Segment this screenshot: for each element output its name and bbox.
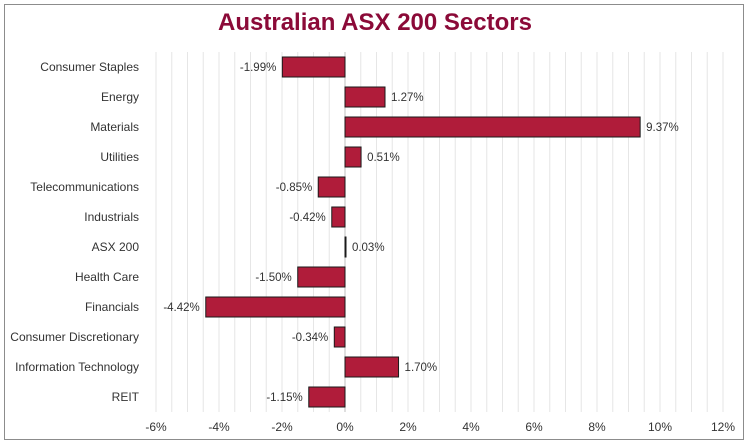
data-label: 9.37% <box>646 122 679 134</box>
x-tick-labels: -6% -4% -2% 0% 2% 4% 6% 8% 10% 12% <box>145 420 735 434</box>
x-tick-label: 12% <box>711 420 735 434</box>
data-label: -0.42% <box>289 212 325 224</box>
category-label: Materials <box>90 120 139 134</box>
data-label: 0.03% <box>352 242 385 254</box>
category-label: Consumer Discretionary <box>10 330 139 344</box>
data-label: -4.42% <box>163 302 199 314</box>
bar <box>344 86 386 108</box>
gridlines <box>155 52 724 412</box>
bars <box>205 56 641 408</box>
bar <box>297 266 346 288</box>
x-tick-label: 6% <box>525 420 543 434</box>
x-tick-label: -4% <box>208 420 230 434</box>
data-label: 0.51% <box>367 152 400 164</box>
bar <box>205 296 346 318</box>
x-tick-label: -6% <box>145 420 167 434</box>
data-label: -1.15% <box>266 392 302 404</box>
bar <box>333 326 346 348</box>
category-label: ASX 200 <box>92 240 140 254</box>
x-tick-label: 10% <box>648 420 672 434</box>
data-label: 1.70% <box>405 362 438 374</box>
x-tick-label: 4% <box>462 420 480 434</box>
category-label: Industrials <box>84 210 139 224</box>
bar <box>281 56 346 78</box>
category-label: Telecommunications <box>30 180 139 194</box>
bar <box>344 116 641 138</box>
bar <box>308 386 346 408</box>
category-label: Consumer Staples <box>40 60 139 74</box>
category-label: Health Care <box>75 270 139 284</box>
category-label: Energy <box>101 90 139 104</box>
bar <box>344 236 347 258</box>
category-label: Utilities <box>100 150 139 164</box>
x-tick-label: 2% <box>399 420 417 434</box>
data-label: -1.99% <box>240 62 276 74</box>
value-labels: -1.99% 1.27% 9.37% 0.51% -0.85% -0.42% 0.03% -1… <box>163 62 678 404</box>
category-label: REIT <box>112 390 140 404</box>
bar <box>331 206 346 228</box>
x-tick-label: 8% <box>588 420 606 434</box>
data-label: -0.85% <box>276 182 312 194</box>
chart-title: Australian ASX 200 Sectors <box>218 9 532 36</box>
data-label: 1.27% <box>391 92 424 104</box>
x-tick-label: -2% <box>271 420 293 434</box>
category-labels: Consumer Staples Energy Materials Utilities… <box>10 60 139 404</box>
category-label: Information Technology <box>15 360 139 374</box>
bar <box>317 176 346 198</box>
bar <box>344 356 400 378</box>
data-label: -0.34% <box>292 332 328 344</box>
bar <box>344 146 362 168</box>
data-label: -1.50% <box>255 272 291 284</box>
category-label: Financials <box>85 300 139 314</box>
x-tick-label: 0% <box>336 420 354 434</box>
